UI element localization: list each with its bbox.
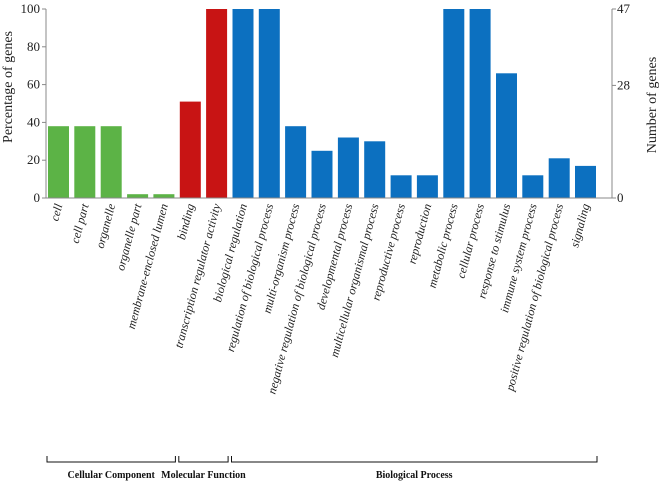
group-bracket <box>231 456 598 463</box>
y-axis-left-title: Percentage of genes <box>1 31 16 143</box>
left-tick-label: 20 <box>27 152 40 167</box>
bar-reproduction <box>416 175 438 198</box>
bar-response-to-stimulus <box>496 73 517 198</box>
left-tick-label: 60 <box>27 77 40 92</box>
bar-regulation-of-biological-process <box>258 9 280 198</box>
category-label: organelle part <box>113 202 144 272</box>
right-tick-label: 28 <box>617 77 630 92</box>
group-bracket <box>46 456 176 463</box>
bar-organelle-part <box>127 194 149 198</box>
group-bracket <box>178 456 229 463</box>
category-label: binding <box>174 202 197 241</box>
left-tick-label: 0 <box>34 190 41 205</box>
bar-membrane-enclosed-lumen <box>153 194 175 198</box>
left-tick-label: 80 <box>27 39 40 54</box>
bar-negative-regulation-of-biological-process <box>311 150 333 199</box>
left-tick-label: 40 <box>27 114 40 129</box>
bar-developmental-process <box>337 137 359 198</box>
bar-multicellular-organismal-process <box>364 141 386 198</box>
bar-reproductive-process <box>390 175 412 198</box>
group-label: Molecular Function <box>161 470 246 481</box>
bar-immune-system-process <box>522 175 544 198</box>
bar-cell <box>48 126 69 198</box>
bar-biological-regulation <box>232 9 254 198</box>
left-tick-label: 100 <box>21 1 41 16</box>
category-label: organelle <box>93 202 118 250</box>
bar-signaling <box>575 165 596 198</box>
category-label: cell <box>47 202 65 223</box>
group-label: Biological Process <box>376 470 453 481</box>
bar-binding <box>179 101 201 198</box>
right-tick-label: 0 <box>617 190 624 205</box>
category-label: signaling <box>567 202 592 249</box>
bar-transcription-regulator-activity <box>206 9 228 198</box>
bar-multi-organism-process <box>285 126 307 198</box>
bar-cell-part <box>74 126 96 198</box>
bar-metabolic-process <box>443 9 465 198</box>
bar-positive-regulation-of-biological-process <box>548 158 570 198</box>
category-label: cell part <box>68 202 92 245</box>
bar-organelle <box>100 126 122 198</box>
category-label: reproduction <box>405 202 435 265</box>
bar-cellular-process <box>469 9 491 198</box>
right-tick-label: 47 <box>617 1 631 16</box>
group-label: Cellular Component <box>68 470 156 481</box>
y-axis-right-title: Number of genes <box>645 57 660 153</box>
